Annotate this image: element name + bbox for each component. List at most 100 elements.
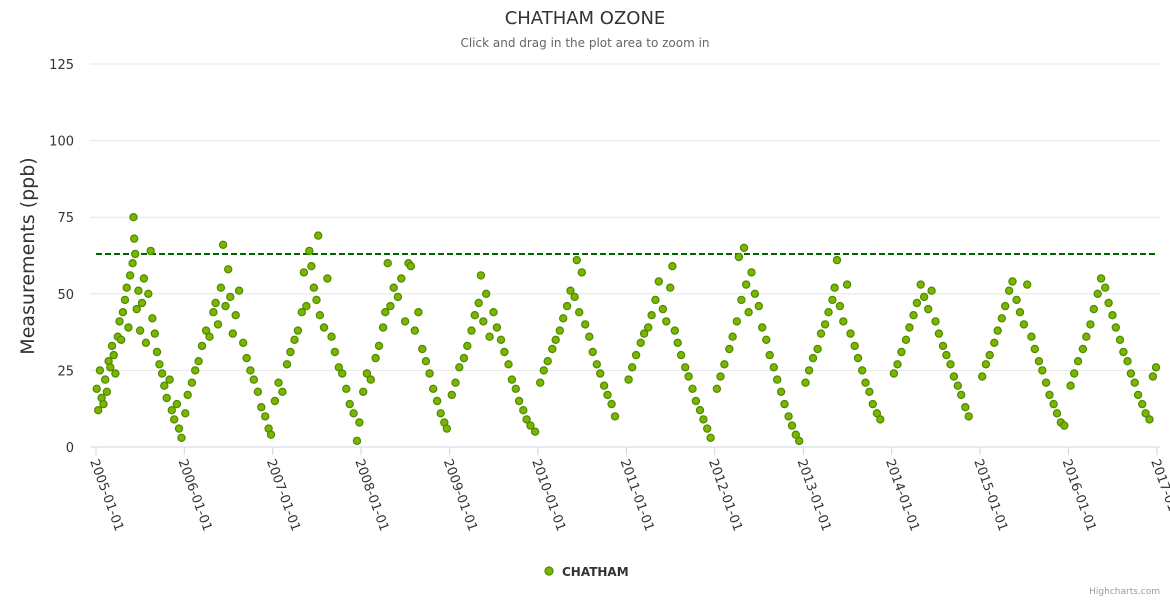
data-point[interactable] [828,295,837,305]
data-point[interactable] [496,335,506,344]
data-point[interactable] [853,353,863,363]
data-point[interactable] [539,366,549,375]
data-point[interactable] [990,338,999,347]
data-point[interactable] [784,412,793,421]
data-point[interactable] [130,249,140,259]
data-point[interactable] [931,317,940,326]
data-point[interactable] [1073,357,1083,366]
data-point[interactable] [266,430,276,439]
data-point[interactable] [644,323,653,332]
data-point[interactable] [750,289,760,298]
data-point[interactable] [386,301,395,311]
data-point[interactable] [162,393,171,403]
data-point[interactable] [383,259,392,268]
data-point[interactable] [314,231,323,240]
data-point[interactable] [221,301,230,311]
data-point[interactable] [734,252,744,262]
data-point[interactable] [607,399,616,409]
data-point[interactable] [355,418,364,427]
legend-label-chatham[interactable]: CHATHAM [562,565,629,579]
data-point[interactable] [270,396,280,406]
data-point[interactable] [278,387,287,396]
data-point[interactable] [393,292,403,302]
data-point[interactable] [773,375,782,384]
data-point[interactable] [302,301,311,311]
data-point[interactable] [135,326,145,335]
data-point[interactable] [599,381,609,390]
data-point[interactable] [148,314,157,323]
data-point[interactable] [421,357,431,366]
data-point[interactable] [378,323,388,332]
data-point[interactable] [808,353,818,363]
data-point[interactable] [938,341,948,351]
data-point[interactable] [474,298,483,308]
data-point[interactable] [187,378,197,387]
data-point[interactable] [125,271,135,280]
data-point[interactable] [134,286,143,295]
data-point[interactable] [1034,357,1044,366]
data-point[interactable] [100,375,110,384]
data-point[interactable] [492,323,502,332]
data-point[interactable] [293,326,303,335]
data-point[interactable] [109,350,118,360]
data-point[interactable] [410,326,419,335]
data-point[interactable] [242,353,251,363]
data-point[interactable] [507,375,517,384]
data-point[interactable] [338,369,347,378]
data-point[interactable] [570,292,579,302]
data-point[interactable] [414,308,423,317]
data-point[interactable] [631,350,641,360]
data-point[interactable] [666,283,675,292]
data-point[interactable] [1078,344,1088,354]
data-point[interactable] [327,332,336,341]
data-point[interactable] [165,375,174,384]
data-point[interactable] [1022,280,1032,289]
data-point[interactable] [699,415,708,424]
data-point[interactable] [1126,369,1136,378]
data-point[interactable] [374,341,384,351]
data-point[interactable] [596,369,605,378]
data-point[interactable] [107,341,117,351]
data-point[interactable] [728,332,737,341]
data-point[interactable] [543,357,552,366]
data-point[interactable] [257,403,266,412]
data-point[interactable] [455,363,464,372]
legend[interactable]: CHATHAM [544,565,629,579]
data-point[interactable] [118,308,128,317]
data-point[interactable] [106,363,115,372]
data-point[interactable] [504,360,513,369]
data-point[interactable] [297,308,306,317]
data-point[interactable] [213,320,223,329]
data-point[interactable] [282,360,292,369]
data-point[interactable] [1041,378,1051,387]
data-point[interactable] [1086,320,1095,329]
data-point[interactable] [146,246,155,256]
data-point[interactable] [307,262,316,271]
data-point[interactable] [776,387,786,396]
data-point[interactable] [957,390,966,400]
data-point[interactable] [482,289,491,298]
data-point[interactable] [526,421,535,430]
data-point[interactable] [141,338,151,347]
data-point[interactable] [953,381,963,390]
data-point[interactable] [581,320,590,329]
data-point[interactable] [418,344,427,354]
data-point[interactable] [668,262,677,271]
data-point[interactable] [804,366,814,375]
data-point[interactable] [476,271,486,280]
data-point[interactable] [588,347,597,357]
data-point[interactable] [765,350,774,360]
data-point[interactable] [485,332,494,341]
data-point[interactable] [1008,277,1017,286]
data-point[interactable] [442,424,451,433]
data-point[interactable] [747,268,756,277]
data-point[interactable] [238,338,248,347]
data-point[interactable] [1123,357,1132,366]
data-point[interactable] [1089,304,1099,314]
data-point[interactable] [234,286,244,295]
data-point[interactable] [835,301,845,311]
data-point[interactable] [868,399,878,409]
data-point[interactable] [194,357,203,366]
data-point[interactable] [624,375,633,384]
